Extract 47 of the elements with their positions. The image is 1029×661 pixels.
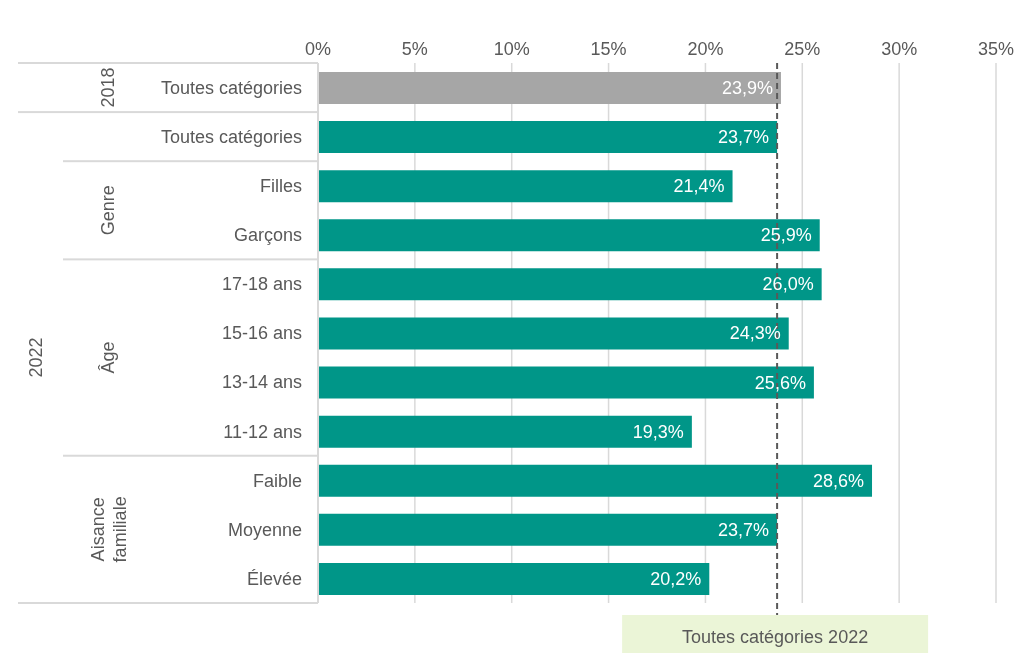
bar (318, 513, 778, 546)
y-tick-label: 13-14 ans (221, 372, 302, 393)
bar (318, 72, 781, 104)
y-tick-label: Faible (252, 470, 302, 491)
bar (318, 170, 733, 203)
data-label: 23,9% (721, 78, 773, 98)
data-label: 23,7% (718, 127, 770, 148)
x-tick-label: 5% (401, 39, 428, 59)
bar (318, 415, 692, 448)
y-tick-label: Moyenne (227, 519, 302, 540)
text: 2018 (98, 67, 118, 108)
data-label: 25,6% (754, 372, 806, 393)
text: 2022 (26, 337, 46, 378)
data-label: 26,0% (762, 274, 814, 295)
bar (318, 562, 710, 595)
y-tick-label: Élevée (246, 568, 302, 589)
bar (318, 268, 822, 301)
bar (318, 366, 814, 399)
bar (318, 219, 820, 252)
x-tick-label: 10% (493, 39, 530, 59)
x-tick-label: 20% (687, 39, 724, 59)
bar (318, 317, 789, 350)
text: Âge (98, 341, 118, 374)
x-tick-label: 0% (304, 39, 332, 59)
bar (318, 464, 873, 497)
y-tick-label: Toutes catégories (160, 127, 302, 148)
bar (318, 121, 778, 154)
ref-line-label: Toutes catégories 2022 (682, 627, 869, 647)
x-tick-label: 15% (590, 39, 627, 59)
x-tick-label: 30% (881, 39, 918, 59)
data-label: 25,9% (760, 225, 812, 246)
y-tick-label: Filles (259, 176, 302, 197)
text: Aisance familiale (88, 496, 130, 563)
x-tick-label: 25% (784, 39, 821, 59)
x-tick-label: 35% (977, 39, 1015, 59)
y-tick-label: 11-12 ans (223, 421, 302, 442)
data-label: 19,3% (632, 421, 684, 442)
data-label: 21,4% (673, 176, 725, 197)
data-label: 23,7% (718, 519, 770, 540)
data-label: 20,2% (650, 568, 702, 589)
y-tick-label: 15-16 ans (221, 323, 302, 344)
data-label: 24,3% (729, 323, 781, 344)
text: Genre (98, 185, 118, 236)
y-tick-label: Toutes catégories (160, 77, 302, 98)
y-tick-label: Garçons (233, 225, 302, 246)
y-tick-label: 17-18 ans (221, 274, 302, 295)
data-label: 28,6% (812, 470, 865, 491)
